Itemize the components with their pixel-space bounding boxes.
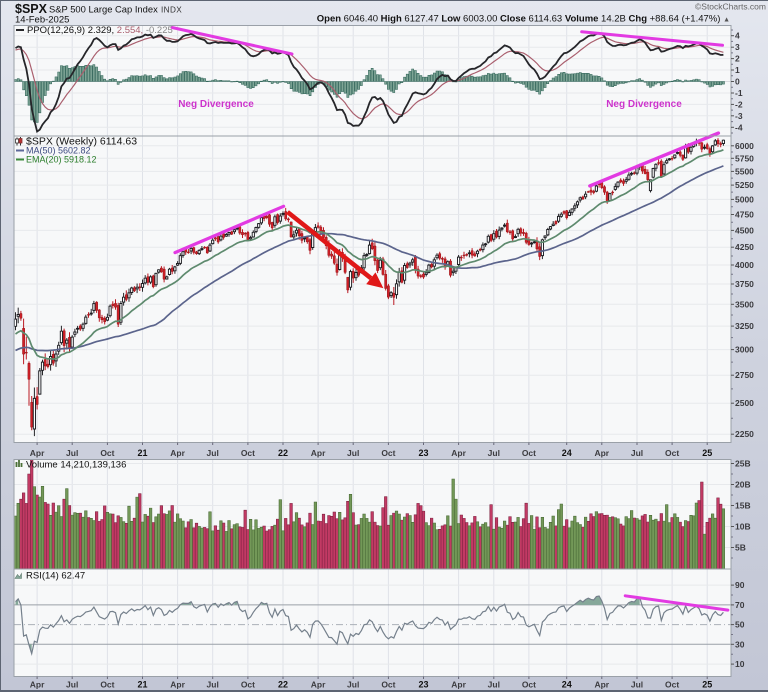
- svg-text:5500: 5500: [735, 166, 754, 176]
- svg-text:10B: 10B: [735, 522, 751, 532]
- svg-text:24: 24: [562, 680, 572, 690]
- svg-text:Jul: Jul: [347, 448, 359, 458]
- svg-text:Jul: Jul: [347, 680, 359, 690]
- svg-text:23: 23: [418, 448, 428, 458]
- svg-text:Apr: Apr: [30, 680, 45, 690]
- svg-text:INDX: INDX: [161, 6, 182, 15]
- svg-text:$SPX: $SPX: [15, 2, 48, 16]
- svg-text:Jul: Jul: [631, 448, 643, 458]
- svg-text:Apr: Apr: [30, 448, 45, 458]
- svg-text:Apr: Apr: [311, 680, 326, 690]
- svg-text:2: 2: [735, 54, 740, 64]
- svg-text:Oct: Oct: [522, 448, 536, 458]
- svg-text:Apr: Apr: [311, 448, 326, 458]
- svg-text:Jul: Jul: [488, 448, 500, 458]
- svg-text:Oct: Oct: [665, 680, 679, 690]
- svg-text:5750: 5750: [735, 153, 754, 163]
- svg-text:©StockCharts.com: ©StockCharts.com: [695, 2, 766, 12]
- svg-text:S&P 500 Large Cap Index: S&P 500 Large Cap Index: [49, 4, 158, 15]
- svg-text:6000: 6000: [735, 141, 754, 151]
- svg-text:3750: 3750: [735, 279, 754, 289]
- svg-text:Jul: Jul: [631, 680, 643, 690]
- svg-text:14-Feb-2025: 14-Feb-2025: [15, 15, 69, 26]
- svg-text:Oct: Oct: [100, 448, 114, 458]
- svg-text:$SPX (Weekly) 6114.63: $SPX (Weekly) 6114.63: [26, 136, 137, 148]
- svg-text:22: 22: [278, 680, 288, 690]
- svg-text:Oct: Oct: [241, 448, 255, 458]
- svg-text:22: 22: [278, 448, 288, 458]
- svg-text:Apr: Apr: [594, 680, 609, 690]
- svg-text:Oct: Oct: [522, 680, 536, 690]
- svg-text:Apr: Apr: [170, 448, 185, 458]
- svg-text:25: 25: [702, 680, 712, 690]
- svg-text:90: 90: [735, 580, 745, 590]
- svg-text:-4: -4: [735, 122, 743, 132]
- svg-text:-2: -2: [735, 99, 743, 109]
- svg-text:3500: 3500: [735, 299, 754, 309]
- svg-text:Neg Divergence: Neg Divergence: [178, 99, 254, 110]
- svg-text:5B: 5B: [735, 543, 746, 553]
- svg-text:Neg Divergence: Neg Divergence: [606, 99, 682, 110]
- svg-text:23: 23: [418, 680, 428, 690]
- svg-text:15B: 15B: [735, 501, 751, 511]
- svg-text:10: 10: [735, 659, 745, 669]
- svg-text:25: 25: [702, 448, 712, 458]
- svg-text:25B: 25B: [735, 459, 751, 469]
- svg-text:Apr: Apr: [451, 680, 466, 690]
- svg-text:Oct: Oct: [381, 448, 395, 458]
- svg-text:Oct: Oct: [100, 680, 114, 690]
- svg-text:Open 6046.40 High 6127.47 Low: Open 6046.40 High 6127.47 Low 6003.00 Cl…: [317, 14, 730, 25]
- svg-text:5250: 5250: [735, 180, 754, 190]
- svg-text:3000: 3000: [735, 345, 754, 355]
- svg-text:Oct: Oct: [665, 448, 679, 458]
- svg-text:Oct: Oct: [381, 680, 395, 690]
- svg-text:Apr: Apr: [170, 680, 185, 690]
- svg-text:30: 30: [735, 639, 745, 649]
- svg-text:-1: -1: [735, 88, 743, 98]
- svg-text:4: 4: [735, 31, 740, 41]
- svg-text:3: 3: [735, 42, 740, 52]
- svg-text:-3: -3: [735, 111, 743, 121]
- svg-text:2250: 2250: [735, 429, 754, 439]
- svg-text:Apr: Apr: [451, 448, 466, 458]
- svg-text:50: 50: [735, 620, 745, 630]
- svg-text:4750: 4750: [735, 210, 754, 220]
- svg-text:5000: 5000: [735, 194, 754, 204]
- svg-text:24: 24: [562, 448, 572, 458]
- svg-text:Jul: Jul: [66, 680, 78, 690]
- svg-text:20B: 20B: [735, 480, 751, 490]
- svg-text:Oct: Oct: [241, 680, 255, 690]
- svg-text:0: 0: [735, 77, 740, 87]
- svg-text:70: 70: [735, 600, 745, 610]
- svg-text:4250: 4250: [735, 242, 754, 252]
- svg-text:4500: 4500: [735, 225, 754, 235]
- svg-text:Jul: Jul: [66, 448, 78, 458]
- svg-text:Jul: Jul: [207, 448, 219, 458]
- svg-text:21: 21: [137, 680, 147, 690]
- svg-text:1: 1: [735, 65, 740, 75]
- svg-text:MA(50) 5602.82: MA(50) 5602.82: [26, 146, 91, 156]
- svg-text:Jul: Jul: [488, 680, 500, 690]
- svg-text:PPO(12,26,9) 2.329, 2.554, -0.: PPO(12,26,9) 2.329, 2.554, -0.225: [27, 25, 173, 36]
- svg-text:2500: 2500: [735, 398, 754, 408]
- svg-text:EMA(20) 5918.12: EMA(20) 5918.12: [26, 155, 97, 165]
- svg-text:Jul: Jul: [207, 680, 219, 690]
- svg-text:3250: 3250: [735, 321, 754, 331]
- svg-text:21: 21: [137, 448, 147, 458]
- svg-text:2750: 2750: [735, 370, 754, 380]
- svg-text:RSI(14) 62.47: RSI(14) 62.47: [26, 571, 85, 582]
- svg-text:4000: 4000: [735, 260, 754, 270]
- svg-text:Apr: Apr: [594, 448, 609, 458]
- svg-text:Volume 14,210,139,136: Volume 14,210,139,136: [26, 460, 126, 471]
